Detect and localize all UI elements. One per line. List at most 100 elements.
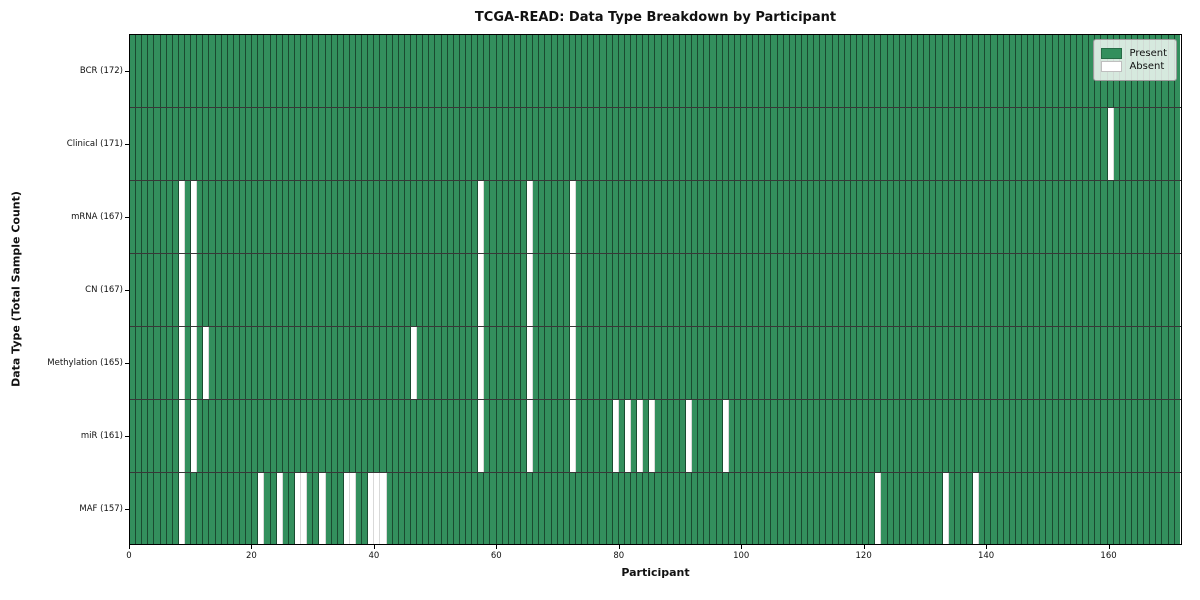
heatmap-cell xyxy=(227,473,234,544)
heatmap-cell xyxy=(466,181,473,253)
x-tick-label: 40 xyxy=(368,551,380,561)
heatmap-cell xyxy=(588,473,595,544)
heatmap-cell xyxy=(600,400,607,472)
heatmap-cell xyxy=(239,181,247,253)
heatmap-cell xyxy=(551,327,558,399)
heatmap-cell xyxy=(838,327,845,399)
heatmap-cell xyxy=(857,254,864,326)
heatmap-cell xyxy=(233,473,240,544)
heatmap-cell xyxy=(728,108,735,180)
heatmap-cell xyxy=(747,35,754,107)
heatmap-cell xyxy=(1083,254,1090,326)
heatmap-cell xyxy=(722,181,729,253)
heatmap-cell xyxy=(478,400,485,472)
heatmap-cell xyxy=(795,327,803,399)
heatmap-cell xyxy=(655,35,662,107)
heatmap-cell xyxy=(936,108,943,180)
heatmap-cell xyxy=(850,108,858,180)
heatmap-cell xyxy=(753,473,760,544)
heatmap-cell xyxy=(1101,327,1108,399)
heatmap-cell xyxy=(814,254,821,326)
heatmap-cell xyxy=(789,181,796,253)
heatmap-cell xyxy=(130,35,137,107)
heatmap-cell xyxy=(136,35,143,107)
heatmap-cell xyxy=(753,327,760,399)
heatmap-cell xyxy=(172,327,179,399)
heatmap-cell xyxy=(832,108,839,180)
chart-title: TCGA-READ: Data Type Breakdown by Partic… xyxy=(474,10,837,25)
heatmap-cell xyxy=(918,181,925,253)
heatmap-cell xyxy=(692,108,699,180)
heatmap-cell xyxy=(679,108,686,180)
heatmap-cell xyxy=(1144,473,1151,544)
heatmap-cell xyxy=(575,108,583,180)
heatmap-cell xyxy=(606,400,613,472)
heatmap-cell xyxy=(618,108,625,180)
heatmap-cell xyxy=(1015,35,1022,107)
heatmap-cell xyxy=(1028,181,1035,253)
x-tick-label: 160 xyxy=(1100,551,1117,561)
heatmap-cell xyxy=(368,35,375,107)
heatmap-cell xyxy=(496,254,503,326)
heatmap-cell xyxy=(441,181,448,253)
heatmap-cell xyxy=(1015,254,1022,326)
x-tick-label: 80 xyxy=(613,551,625,561)
heatmap-cell xyxy=(948,400,955,472)
heatmap-cell xyxy=(667,327,674,399)
heatmap-cell xyxy=(1150,400,1157,472)
heatmap-cell xyxy=(276,35,283,107)
heatmap-cell xyxy=(521,400,528,472)
heatmap-cell xyxy=(954,400,961,472)
heatmap-cell xyxy=(282,327,289,399)
heatmap-cell xyxy=(740,35,748,107)
heatmap-cell xyxy=(918,108,925,180)
heatmap-cell xyxy=(698,35,705,107)
heatmap-cell xyxy=(899,181,906,253)
heatmap-cell xyxy=(820,400,827,472)
heatmap-cell xyxy=(233,35,240,107)
heatmap-cell xyxy=(136,108,143,180)
heatmap-cell xyxy=(630,108,638,180)
heatmap-cell xyxy=(1113,108,1120,180)
heatmap-cell xyxy=(575,400,583,472)
heatmap-cell xyxy=(557,108,564,180)
heatmap-cell xyxy=(844,473,851,544)
heatmap-cell xyxy=(582,181,589,253)
heatmap-cell xyxy=(148,35,155,107)
heatmap-cell xyxy=(142,473,149,544)
heatmap-cell xyxy=(1113,254,1120,326)
heatmap-cell xyxy=(661,400,668,472)
heatmap-cell xyxy=(1052,327,1059,399)
heatmap-cell xyxy=(1046,181,1053,253)
heatmap-cell xyxy=(1021,108,1029,180)
heatmap-cell xyxy=(239,327,247,399)
heatmap-row-maf xyxy=(130,473,1181,544)
heatmap-cell xyxy=(356,108,363,180)
heatmap-cell xyxy=(887,254,894,326)
heatmap-cell xyxy=(826,108,833,180)
heatmap-cell xyxy=(820,35,827,107)
heatmap-cell xyxy=(930,327,937,399)
heatmap-cell xyxy=(166,254,173,326)
heatmap-cell xyxy=(380,400,387,472)
heatmap-cell xyxy=(459,181,467,253)
heatmap-cell xyxy=(655,108,662,180)
heatmap-cell xyxy=(417,473,424,544)
heatmap-cell xyxy=(551,473,558,544)
heatmap-cell xyxy=(985,35,992,107)
heatmap-cell xyxy=(966,400,974,472)
heatmap-cell xyxy=(1089,473,1096,544)
heatmap-cell xyxy=(1009,254,1016,326)
heatmap-cell xyxy=(411,35,418,107)
heatmap-cell xyxy=(490,35,497,107)
heatmap-cell xyxy=(814,473,821,544)
y-tick-mark xyxy=(125,362,129,364)
heatmap-cell xyxy=(264,327,271,399)
heatmap-cell xyxy=(557,254,564,326)
x-tick-mark xyxy=(618,545,620,549)
heatmap-cell xyxy=(1119,473,1126,544)
heatmap-cell xyxy=(1150,254,1157,326)
heatmap-cell xyxy=(777,181,784,253)
heatmap-cell xyxy=(899,327,906,399)
heatmap-cell xyxy=(325,108,332,180)
